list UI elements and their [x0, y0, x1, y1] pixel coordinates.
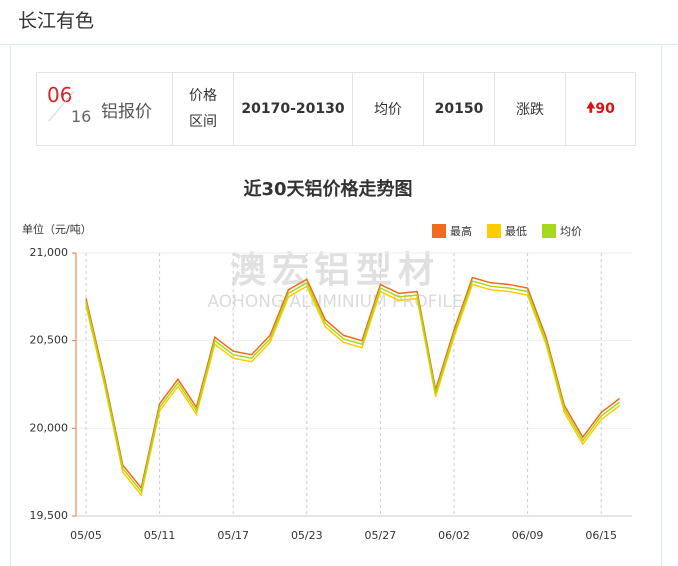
legend-swatch	[487, 224, 501, 238]
change-cell: 🠝 90	[566, 73, 635, 145]
x-tick-label: 05/05	[70, 529, 102, 542]
legend-label: 最高	[450, 224, 472, 238]
legend-label: 最低	[505, 225, 527, 238]
x-tick-label: 06/02	[438, 529, 470, 542]
x-tick-label: 06/15	[585, 529, 617, 542]
day: 16	[71, 107, 92, 126]
x-tick-label: 05/23	[291, 529, 323, 542]
avg: 20150	[424, 73, 495, 145]
chart-title: 近30天铝价格走势图	[243, 178, 412, 200]
watermark-title: 澳宏铝型材	[230, 250, 440, 291]
change-label: 涨跌	[495, 73, 566, 145]
series-line	[85, 283, 621, 497]
series-line	[85, 276, 621, 490]
range: 20170-20130	[234, 73, 353, 145]
x-tick-label: 05/11	[144, 529, 176, 542]
legend-swatch	[542, 224, 556, 238]
change: 90	[595, 101, 615, 117]
y-tick-label: 20,000	[30, 421, 69, 434]
legend-label: 均价	[560, 225, 582, 238]
range-label-line: 价格	[189, 88, 217, 104]
up-arrow: 🠝	[586, 100, 596, 116]
range-label-line: 区间	[189, 114, 217, 130]
x-tick-label: 05/27	[365, 529, 397, 542]
legend-swatch	[432, 224, 446, 238]
quote-bar: 06 16 铝报价 价格 区间 20170-20130 均价 20150 涨跌 …	[36, 72, 636, 146]
month: 06	[47, 83, 73, 107]
divider	[0, 44, 678, 45]
x-tick-label: 06/09	[512, 529, 544, 542]
y-tick-label: 19,500	[30, 509, 69, 522]
x-tick-label: 05/17	[217, 529, 249, 542]
quote-label: 铝报价	[101, 102, 152, 122]
avg-label: 均价	[353, 73, 424, 145]
date-cell: 06 16 铝报价	[37, 73, 173, 145]
y-axis-label: 单位（元/吨）	[22, 222, 92, 236]
header-title: 长江有色	[18, 10, 95, 32]
range-label: 价格 区间	[173, 73, 234, 145]
card	[10, 46, 662, 566]
y-tick-label: 21,000	[30, 246, 69, 259]
watermark-subtitle: AOHONG ALUMINIUM PROFILE	[207, 292, 462, 312]
series-line	[85, 280, 621, 494]
y-tick-label: 20,500	[30, 334, 69, 347]
